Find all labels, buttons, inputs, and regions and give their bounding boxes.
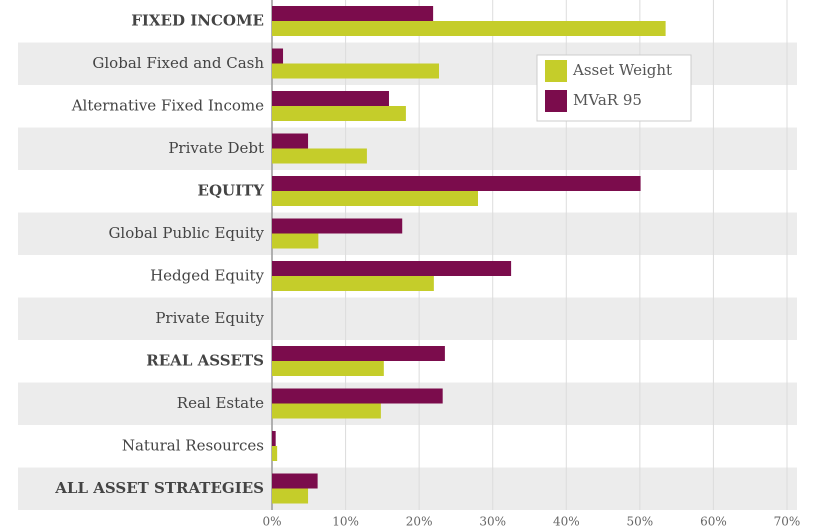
bar [272,133,309,149]
y-tick-label: Private Equity [155,309,264,327]
x-tick-label: 30% [479,515,506,529]
bar [272,233,319,249]
bar [272,446,278,461]
bar [272,473,318,489]
bar [272,191,478,206]
bar [272,218,403,234]
x-tick-label: 70% [774,515,801,529]
y-tick-label: Global Fixed and Cash [92,54,264,72]
legend-swatch [545,90,567,112]
bar [272,403,381,419]
row-band [18,212,797,255]
bar [272,431,276,446]
legend-label: Asset Weight [572,61,672,79]
bar [272,21,666,36]
row-band [18,297,797,340]
bar [272,148,367,164]
x-tick-label: 20% [406,515,433,529]
bar [272,48,284,64]
legend-label: MVaR 95 [573,91,642,109]
bar [272,488,309,504]
bar [272,176,641,191]
row-band [18,467,797,510]
y-tick-label: Real Estate [177,394,264,412]
x-tick-label: 40% [553,515,580,529]
bar [272,91,389,106]
y-tick-label: REAL ASSETS [146,351,264,369]
y-tick-label: FIXED INCOME [131,11,264,29]
bar [272,261,512,276]
y-tick-label: Natural Resources [122,436,264,454]
row-band [18,127,797,170]
x-tick-label: 60% [700,515,727,529]
y-tick-label: EQUITY [198,181,265,199]
bar [272,346,445,361]
bar [272,361,384,376]
y-tick-label: ALL ASSET STRATEGIES [54,479,264,497]
bar [272,388,443,404]
y-tick-label: Alternative Fixed Income [71,96,264,114]
y-tick-label: Global Public Equity [108,224,264,242]
bar [272,276,434,291]
x-tick-label: 0% [262,515,281,529]
legend-swatch [545,60,567,82]
bar [272,63,440,79]
y-tick-label: Private Debt [168,139,264,157]
y-tick-label: Hedged Equity [150,266,264,284]
bar [272,106,406,121]
bar [272,6,434,21]
x-tick-label: 50% [627,515,654,529]
x-tick-label: 10% [332,515,359,529]
